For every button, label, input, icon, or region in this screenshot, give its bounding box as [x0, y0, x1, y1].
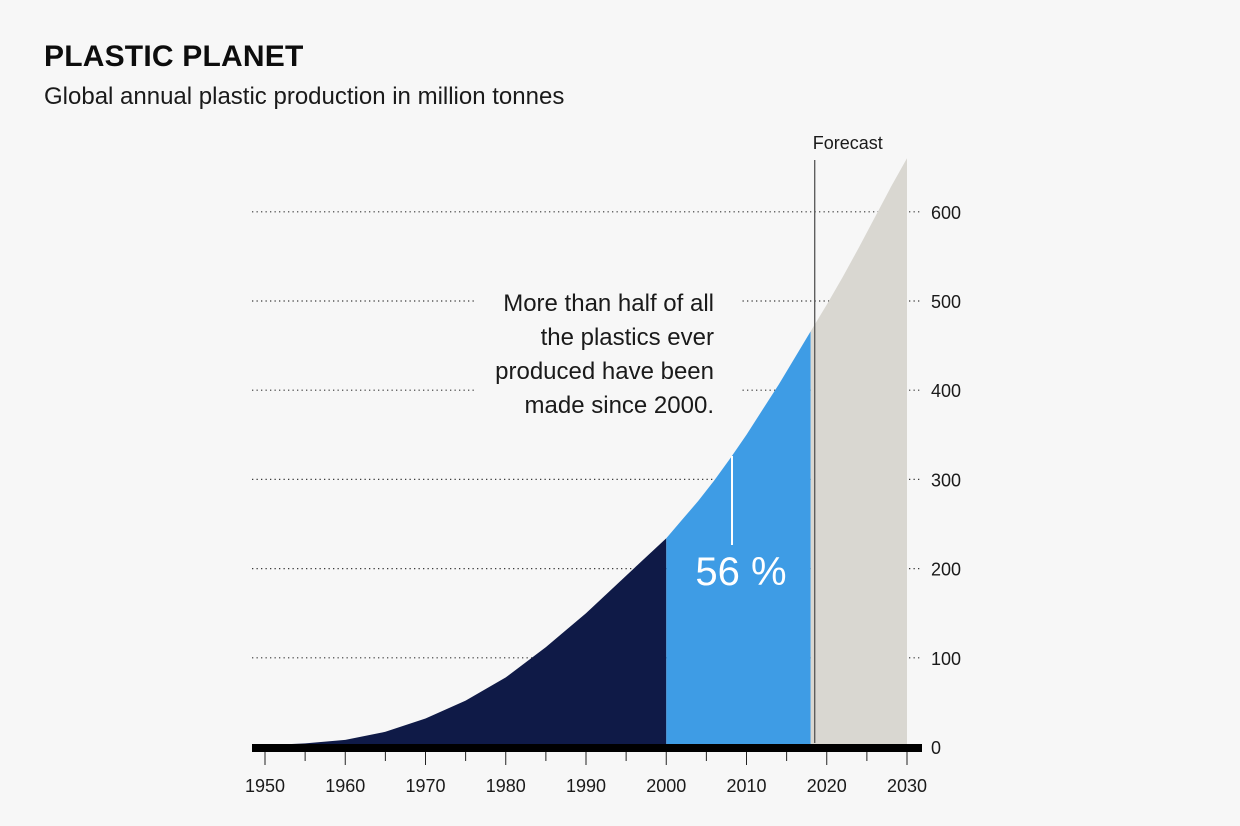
y-tick-label: 0 — [931, 738, 941, 758]
y-tick-label: 300 — [931, 470, 961, 490]
y-tick-label: 500 — [931, 292, 961, 312]
x-tick-label: 1950 — [245, 776, 285, 796]
x-tick-label: 2030 — [887, 776, 927, 796]
y-tick-label: 100 — [931, 649, 961, 669]
y-tick-label: 400 — [931, 381, 961, 401]
y-tick-label: 200 — [931, 560, 961, 580]
chart-subtitle: Global annual plastic production in mill… — [44, 83, 565, 110]
annotation-background — [476, 288, 741, 423]
area-series-2 — [666, 331, 811, 747]
annotation-line: the plastics ever — [541, 324, 714, 351]
chart-title: PLASTIC PLANET — [44, 40, 304, 73]
area-series — [265, 158, 907, 748]
x-tick-label: 2000 — [646, 776, 686, 796]
forecast-label: Forecast — [813, 133, 883, 153]
x-axis-baseline — [252, 744, 922, 752]
x-tick-label: 1960 — [325, 776, 365, 796]
x-tick-label: 1970 — [405, 776, 445, 796]
x-tick-label: 2020 — [807, 776, 847, 796]
share-label: 56 % — [695, 550, 786, 594]
annotation-line: produced have been — [495, 358, 714, 385]
annotation-line: More than half of all — [503, 290, 714, 317]
annotation-line: made since 2000. — [525, 392, 714, 419]
area-series-3 — [810, 158, 907, 748]
x-tick-label: 2010 — [726, 776, 766, 796]
x-tick-label: 1990 — [566, 776, 606, 796]
y-tick-label: 600 — [931, 203, 961, 223]
area-series-1 — [265, 538, 667, 747]
annotations: Forecast More than half of all the plastic… — [495, 133, 883, 743]
x-tick-label: 1980 — [486, 776, 526, 796]
